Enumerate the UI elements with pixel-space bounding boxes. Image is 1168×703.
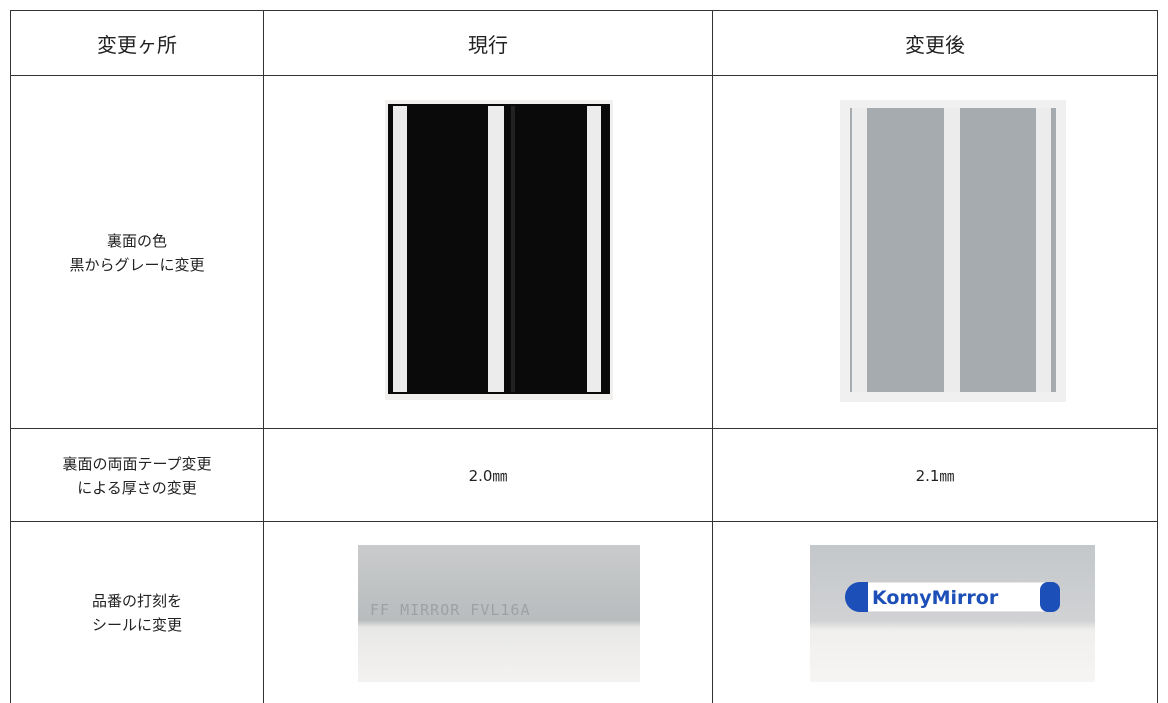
photo-new-sticker: KomyMirror [810,545,1095,682]
table-cell: 2.0㎜ [263,428,712,523]
photo-new-back [840,100,1066,402]
cell-text: 品番の打刻を [91,591,182,610]
table-cell: 変更後 [712,10,1158,75]
table-cell: 変更ヶ所 [10,10,263,75]
sticker-text: KomyMirror [872,587,999,609]
cell-text: 裏面の両面テープ変更 [62,455,212,473]
table-cell: 2.1㎜ [712,428,1158,523]
table-cell: 裏面の両面テープ変更 による厚さの変更 [10,428,263,523]
cell-text: 黒からグレーに変更 [69,256,205,274]
cell-text: 2.0㎜ [468,467,508,485]
table-cell [263,521,712,703]
table-cell: 品番の打刻を シールに変更 [10,521,263,703]
cell-text: による厚さの変更 [77,479,197,497]
cell-text: 変更後 [905,32,965,57]
table-cell [712,521,1158,703]
cell-text: 現行 [468,32,508,57]
cell-text: 2.1㎜ [915,467,955,485]
stamp-text: FF MIRROR FVL16A [370,601,531,619]
table-cell [712,75,1158,430]
photo-current-back [385,100,613,400]
cell-text: 変更ヶ所 [97,32,177,57]
cell-text: 裏面の色 [106,232,167,250]
photo-current-stamp: FF MIRROR FVL16A [358,545,640,682]
cell-text: シールに変更 [91,615,182,634]
table-cell [263,75,712,430]
table-cell: 裏面の色黒からグレーに変更 [10,75,263,430]
table-cell: 現行 [263,10,712,75]
